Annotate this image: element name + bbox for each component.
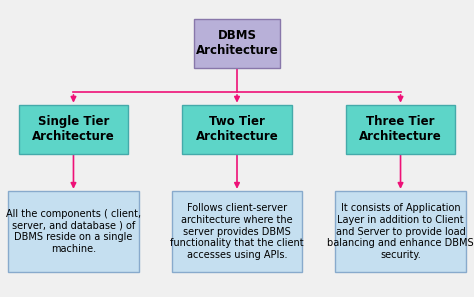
Text: All the components ( client,
server, and database ) of
DBMS reside on a single
m: All the components ( client, server, and… [6,209,141,254]
Text: Three Tier
Architecture: Three Tier Architecture [359,115,442,143]
Text: Single Tier
Architecture: Single Tier Architecture [32,115,115,143]
Text: Follows client-server
architecture where the
server provides DBMS
functionality : Follows client-server architecture where… [170,203,304,260]
FancyBboxPatch shape [194,18,280,68]
FancyBboxPatch shape [19,105,128,154]
Text: DBMS
Architecture: DBMS Architecture [196,29,278,57]
FancyBboxPatch shape [8,191,138,273]
FancyBboxPatch shape [335,191,465,273]
FancyBboxPatch shape [182,105,292,154]
Text: It consists of Application
Layer in addition to Client
and Server to provide loa: It consists of Application Layer in addi… [327,203,474,260]
FancyBboxPatch shape [172,191,302,273]
Text: Two Tier
Architecture: Two Tier Architecture [196,115,278,143]
FancyBboxPatch shape [346,105,455,154]
